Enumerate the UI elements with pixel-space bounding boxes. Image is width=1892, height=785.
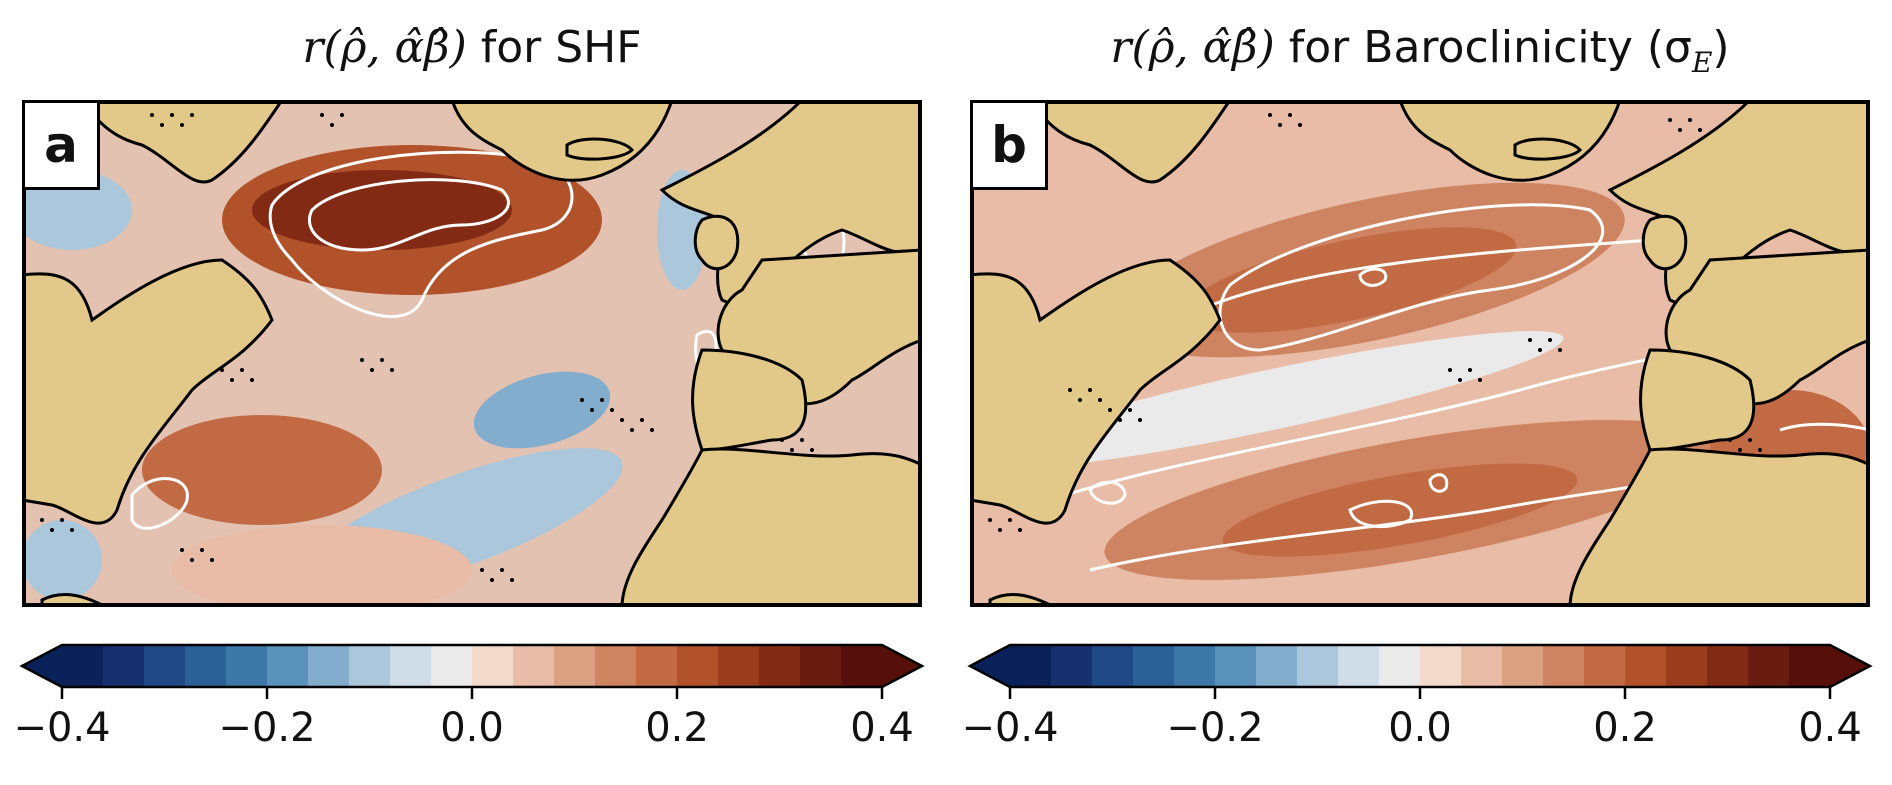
- colorbar-tick-label: 0.0: [440, 705, 504, 751]
- colorbar-bin: [144, 645, 186, 687]
- colorbar-bin: [513, 645, 555, 687]
- significance-stippling: [988, 113, 1762, 532]
- colorbar-bin: [1133, 645, 1175, 687]
- colorbar-tick-label: 0.2: [1593, 705, 1657, 751]
- title-symbol: r(ρ̂, α̂β̂): [1110, 22, 1275, 73]
- colorbar-bin: [800, 645, 842, 687]
- colorbar-tick-label: −0.2: [218, 705, 315, 751]
- contour-line: [1218, 203, 1605, 352]
- colorbar: −0.4 −0.2 0.0 0.2 0.4: [13, 643, 925, 785]
- colorbar-bin: [390, 645, 432, 687]
- title-subscript: E: [1691, 45, 1713, 79]
- panel-title: r(ρ̂, α̂β̂) for SHF: [22, 18, 922, 78]
- colorbar-bin: [841, 645, 883, 687]
- colorbar-bin: [1625, 645, 1667, 687]
- colorbar-bin: [1748, 645, 1790, 687]
- contour-line: [268, 150, 574, 319]
- colorbar-extend-min: [22, 645, 62, 687]
- colorbar-tick-label: 0.4: [1798, 705, 1862, 751]
- panel-title: r(ρ̂, α̂β̂) for Baroclinicity (σE): [970, 18, 1870, 93]
- colorbar-bin: [472, 645, 514, 687]
- title-close: ): [1712, 22, 1730, 73]
- significance-stippling: [40, 113, 814, 582]
- colorbar-bin: [1092, 645, 1134, 687]
- colorbar-extend-max: [1830, 645, 1870, 687]
- title-text: for Baroclinicity (σ: [1274, 22, 1692, 73]
- greenland-land: [1028, 100, 1232, 184]
- colorbar-bin: [185, 645, 227, 687]
- colorbar-bin: [718, 645, 760, 687]
- map-panel-a: [22, 100, 922, 607]
- panel-label: b: [973, 103, 1048, 190]
- colorbar-bin: [1297, 645, 1339, 687]
- colorbar-bin: [554, 645, 596, 687]
- north-america-land: [22, 258, 274, 525]
- colorbar-extend-max: [882, 645, 922, 687]
- colorbar: −0.4 −0.2 0.0 0.2 0.4: [961, 643, 1873, 785]
- map-panel-b: [970, 100, 1870, 607]
- colorbar-tick-label: 0.0: [1388, 705, 1452, 751]
- colorbar-bin: [1010, 645, 1052, 687]
- colorbar-bin: [1789, 645, 1831, 687]
- colorbar-bin: [431, 645, 473, 687]
- britain-land: [693, 214, 740, 271]
- colorbar-bin: [1174, 645, 1216, 687]
- map-frame: [970, 100, 1870, 607]
- colorbar-bin: [1666, 645, 1708, 687]
- colorbar-tick-label: 0.4: [850, 705, 914, 751]
- iceland-land: [565, 137, 635, 161]
- colorbar-bin: [349, 645, 391, 687]
- iberia-land: [691, 348, 808, 452]
- panel-b: r(ρ̂, α̂β̂) for Baroclinicity (σE): [961, 0, 1873, 785]
- colorbar-bin: [103, 645, 145, 687]
- colorbar-bin: [1543, 645, 1585, 687]
- colorbar-bin: [759, 645, 801, 687]
- colorbar-bin: [62, 645, 104, 687]
- colorbar-bin: [1707, 645, 1749, 687]
- greenland-land: [80, 100, 284, 184]
- colorbar-bin: [1584, 645, 1626, 687]
- north-america-land: [970, 258, 1222, 525]
- colorbar-bin: [308, 645, 350, 687]
- colorbar-bin: [1051, 645, 1093, 687]
- colorbar-tick-label: −0.4: [13, 705, 110, 751]
- colorbar-bin: [1256, 645, 1298, 687]
- colorbar-extend-min: [970, 645, 1010, 687]
- colorbar-bin: [1379, 645, 1421, 687]
- colorbar-bin: [677, 645, 719, 687]
- colorbar-tick-label: −0.2: [1166, 705, 1263, 751]
- title-text: for SHF: [466, 22, 642, 73]
- title-symbol: r(ρ̂, α̂β̂): [302, 22, 467, 73]
- colorbar-bin: [1338, 645, 1380, 687]
- colorbar-bin: [1461, 645, 1503, 687]
- map-frame: [22, 100, 922, 607]
- colorbar-bin: [226, 645, 268, 687]
- panel-a: r(ρ̂, α̂β̂) for SHF: [13, 0, 925, 785]
- iceland-land: [1513, 137, 1583, 161]
- colorbar-bin: [1215, 645, 1257, 687]
- colorbar-bin: [1420, 645, 1462, 687]
- colorbar-bin: [636, 645, 678, 687]
- colorbar-bin: [267, 645, 309, 687]
- colorbar-tick-label: 0.2: [645, 705, 709, 751]
- panel-label: a: [25, 103, 100, 190]
- iberia-land: [1639, 348, 1756, 452]
- colorbar-bin: [595, 645, 637, 687]
- colorbar-tick-label: −0.4: [961, 705, 1058, 751]
- britain-land: [1641, 214, 1688, 271]
- colorbar-bin: [1502, 645, 1544, 687]
